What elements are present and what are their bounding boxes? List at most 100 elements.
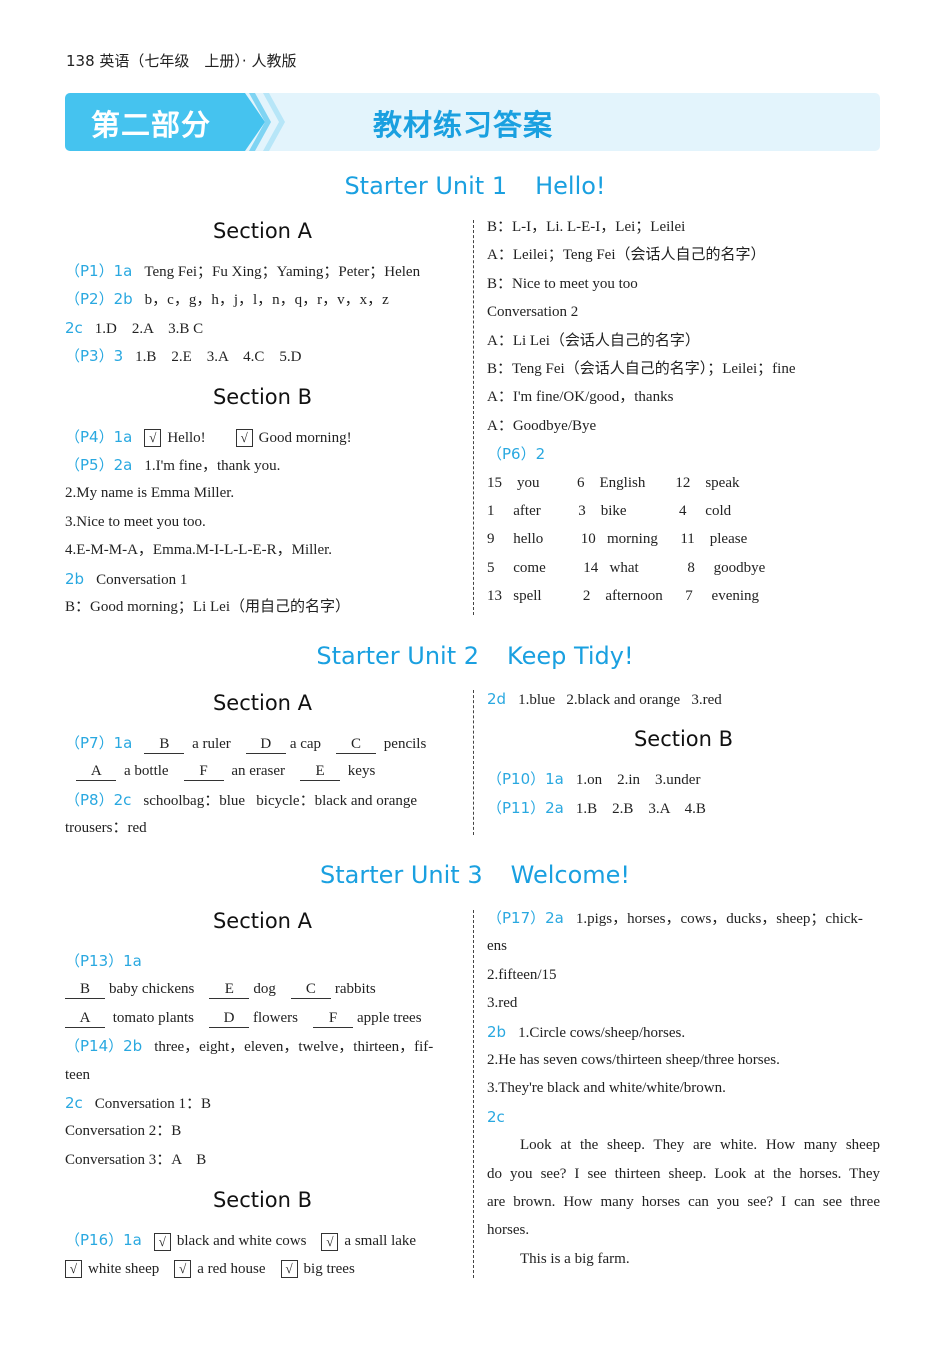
checkbox-checked-icon: √ [153, 1232, 171, 1251]
exercise-label: （P4）1a [65, 427, 133, 446]
exercise-label: （P5）2a [65, 455, 133, 474]
answer-blank: B [65, 980, 105, 1000]
answer-line: A：Li Lei（会话人自己的名字） [487, 327, 880, 355]
answer-blank: F [313, 1009, 353, 1028]
answer-text: B：Nice to meet you too [487, 275, 638, 292]
answer-text: 1.blue 2.black and orange 3.red [518, 692, 722, 708]
checkbox-checked-icon: √ [321, 1232, 339, 1251]
answer-text: Conversation 1：B [94, 1095, 212, 1112]
answer-text: big trees [303, 1260, 355, 1277]
exercise-label: 2c [65, 318, 83, 337]
unit-title: Starter Unit 1 Hello! [0, 172, 950, 200]
exercise-label: （P10）1a [487, 770, 564, 789]
answer-text: a bottle [120, 763, 184, 780]
answer-line: （P5）2a 1.I'm fine，thank you. [65, 451, 460, 479]
page-number: 138 [66, 52, 95, 70]
answer-text: 13 spell 2 afternoon 7 evening [487, 588, 760, 605]
answer-text: are brown. How many horses can you see? … [487, 1193, 880, 1210]
exercise-label: （P13）1a [65, 952, 142, 970]
answer-text: Good morning! [258, 429, 352, 446]
answer-line: B：Nice to meet you too [487, 270, 880, 298]
answer-text: an eraser [227, 763, 301, 780]
answer-line: （P14）2b three，eight，eleven，twelve，thirtee… [65, 1032, 460, 1060]
section-heading: Section A [212, 691, 313, 715]
answer-line: 3.They're black and white/white/brown. [487, 1074, 880, 1102]
answer-text: a small lake [344, 1233, 417, 1250]
unit-number: Starter Unit 1 [344, 172, 508, 200]
answer-line: Conversation 2 [487, 298, 880, 326]
answer-text: 1.B 2.E 3.A 4.C 5.D [135, 349, 302, 366]
answer-line: This is a big farm. [487, 1245, 880, 1273]
right-column: 2d 1.blue 2.black and orange 3.red Section… [487, 685, 880, 822]
answer-text: three，eight，eleven，twelve，thirteen，fif- [154, 1039, 434, 1056]
answer-line: 2d 1.blue 2.black and orange 3.red [487, 685, 880, 713]
answer-line: Look at the sheep. They are white. How m… [487, 1131, 880, 1159]
answer-line: ens [487, 932, 880, 960]
answer-text: 3.red [487, 995, 518, 1012]
answer-line: 2c [487, 1103, 880, 1131]
answer-text: pencils [380, 736, 427, 752]
answer-line: A a bottle F an eraser E keys [65, 757, 460, 785]
section-heading: Section B [633, 727, 734, 752]
section-heading: Section A [212, 909, 313, 933]
answer-blank: C [336, 735, 377, 754]
unit-title: Starter Unit 3 Welcome! [0, 861, 950, 889]
answer-line: 1 after 3 bike 4 cold [487, 497, 880, 525]
book-title: 英语（七年级 上册）· 人教版 [99, 52, 297, 70]
section-heading: Section A [212, 219, 313, 243]
unit-name: Welcome! [510, 861, 631, 889]
answer-line: B：L-I，Li. L-E-I，Lei；Leilei [487, 213, 880, 241]
answer-line: 5 come 14 what 8 goodbye [487, 554, 880, 582]
answer-line: A：I'm fine/OK/good，thanks [487, 383, 880, 411]
section-heading: Section B [212, 384, 313, 409]
answer-blank: F [183, 762, 224, 782]
answer-line: √ white sheep √ a red house √ big trees [65, 1255, 460, 1283]
checkbox-checked-icon: √ [174, 1260, 192, 1279]
answer-line: （P6）2 [487, 440, 880, 468]
answer-text: Conversation 2：B [65, 1123, 182, 1140]
answer-line: 2c 1.D 2.A 3.B C [65, 314, 460, 342]
answer-text: 2.He has seven cows/thirteen sheep/three… [487, 1051, 780, 1068]
answer-line: （P11）2a 1.B 2.B 3.A 4.B [487, 794, 880, 822]
answer-text: do you see? I see thirteen sheep. Look a… [487, 1165, 880, 1182]
answer-line: B：Teng Fei（会话人自己的名字）；Leilei；fine [487, 355, 880, 383]
answer-text: 1 after 3 bike 4 cold [487, 502, 732, 519]
answer-line: 2b Conversation 1 [65, 565, 460, 593]
column-divider [473, 220, 474, 615]
left-column: Section A （P1）1a Teng Fei；Fu Xing；Yaming；P… [65, 205, 460, 621]
answer-text: b，c，g，h，j，l，n，q，r，v，x，z [144, 292, 389, 309]
exercise-label: （P1）1a [65, 262, 133, 280]
column-divider [473, 910, 474, 1278]
answer-line: 15 you 6 English 12 speak [487, 469, 880, 497]
answer-text: a red house [197, 1260, 281, 1277]
answer-text: Hello! [167, 429, 236, 446]
answer-text: a cap [289, 736, 337, 752]
answer-text: 1.D 2.A 3.B C [94, 320, 204, 337]
answer-text: A：I'm fine/OK/good，thanks [487, 389, 674, 406]
answer-text: 9 hello 10 morning 11 please [487, 531, 748, 548]
answer-line: B：Good morning；Li Lei（用自己的名字） [65, 593, 460, 621]
running-header: 138 英语（七年级 上册）· 人教版 [66, 50, 296, 71]
answer-text: This is a big farm. [520, 1250, 630, 1267]
answer-line: （P17）2a 1.pigs，horses，cows，ducks，sheep；ch… [487, 904, 880, 932]
answer-blank: E [209, 980, 250, 1000]
answer-blank: D [245, 735, 286, 754]
banner-tab [65, 93, 265, 151]
answer-line: 3.Nice to meet you too. [65, 508, 460, 536]
answer-text: black and white cows [176, 1233, 322, 1250]
right-column: B：L-I，Li. L-E-I，Lei；Leilei A：Leilei；Teng … [487, 213, 880, 610]
answer-line: （P2）2b b，c，g，h，j，l，n，q，r，v，x，z [65, 285, 460, 313]
answer-text: B：L-I，Li. L-E-I，Lei；Leilei [487, 219, 686, 235]
part-banner: 第二部分 教材练习答案 [65, 93, 880, 151]
answer-blank: D [209, 1009, 249, 1028]
answer-text: B：Teng Fei（会话人自己的名字）；Leilei；fine [487, 360, 796, 377]
answer-blank: B [144, 735, 185, 754]
answer-line: 2c Conversation 1：B [65, 1089, 460, 1117]
answer-line: 2b 1.Circle cows/sheep/horses. [487, 1018, 880, 1046]
section-heading: Section B [212, 1188, 313, 1213]
unit-title: Starter Unit 2 Keep Tidy! [0, 642, 950, 670]
answer-line: teen [65, 1061, 460, 1089]
answer-text: A：Leilei；Teng Fei（会话人自己的名字） [487, 247, 766, 264]
